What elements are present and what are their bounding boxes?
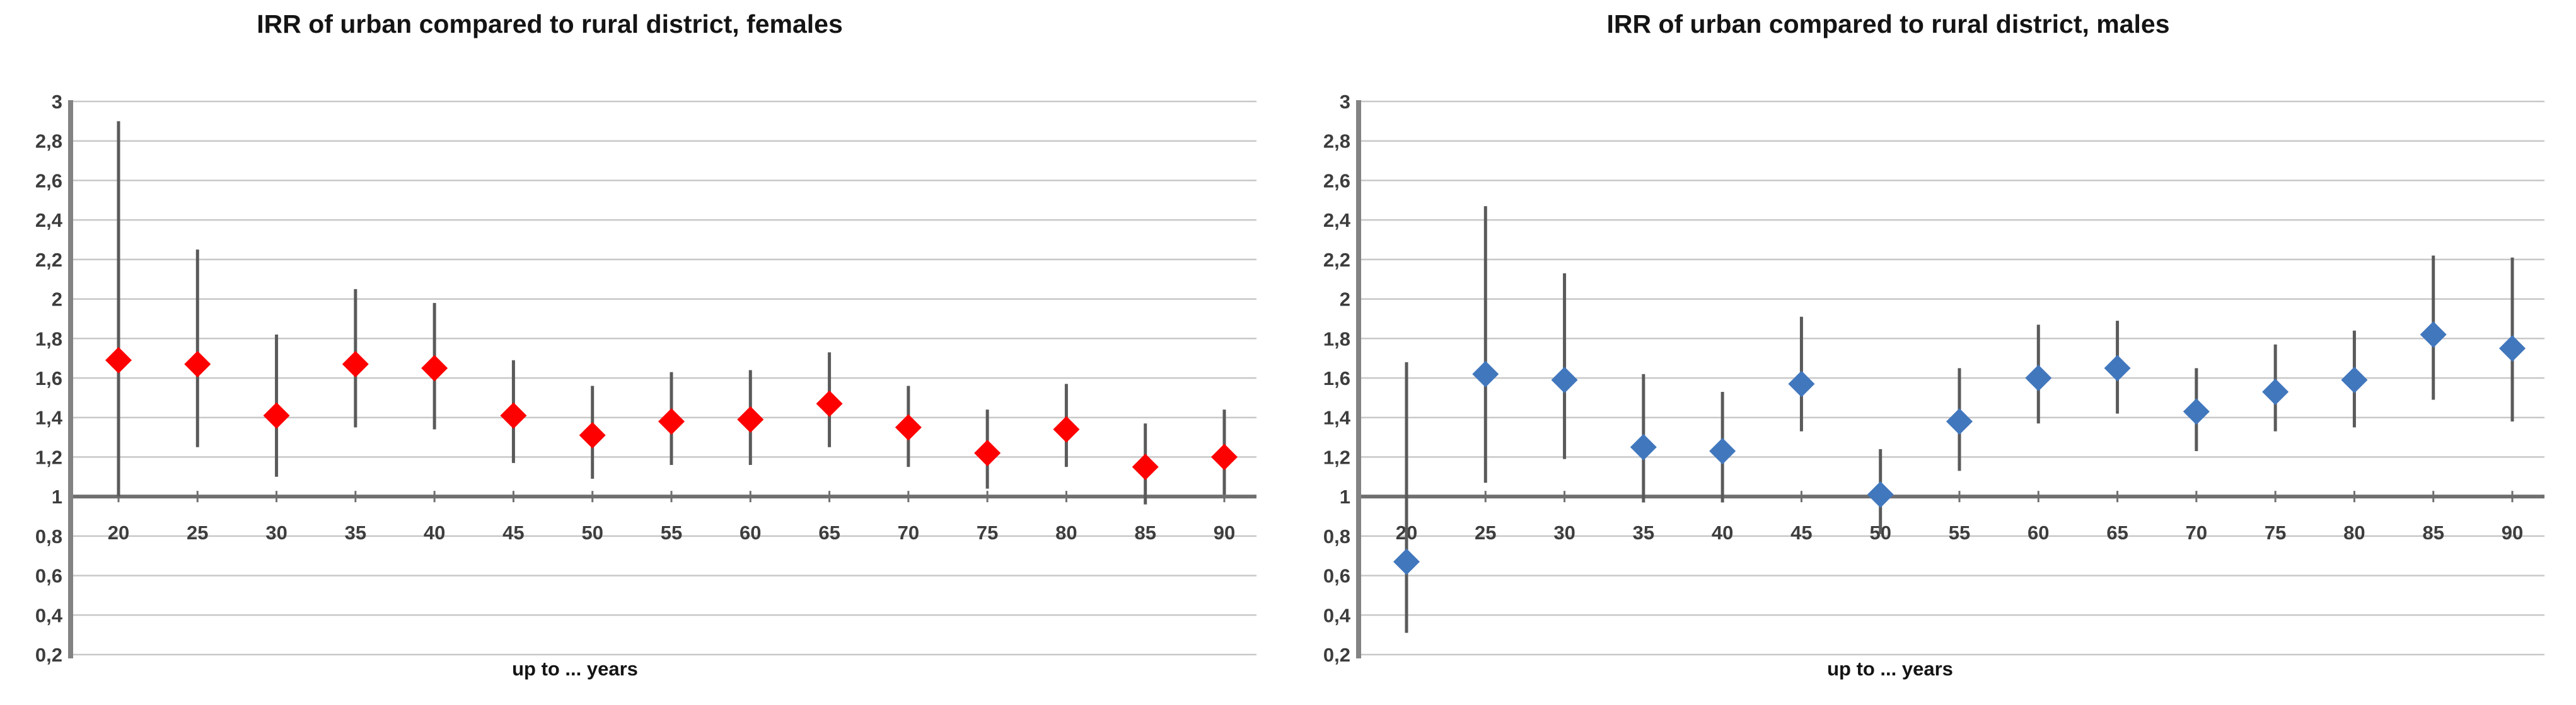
y-tick-label: 2,8 (1323, 130, 1350, 152)
data-point-diamond (500, 402, 527, 429)
y-tick-label: 2,2 (1323, 249, 1350, 271)
y-tick-label: 1,4 (1323, 407, 1351, 429)
x-tick-label: 55 (1949, 522, 1970, 544)
data-point-diamond (421, 355, 448, 382)
data-point-diamond (2183, 398, 2210, 425)
y-tick-label: 2,2 (35, 249, 62, 271)
data-point-diamond (2499, 335, 2526, 362)
x-tick-label: 70 (898, 522, 919, 544)
y-tick-label: 1 (52, 486, 62, 508)
y-tick-label: 2,4 (35, 209, 63, 231)
chart-females: 3 2,8 2,6 2,4 2,2 2 1,8 1,6 1,4 1,2 1 0,8 0,6 0,4 0,2 2… (35, 9, 1256, 680)
x-tick-label: 40 (424, 522, 445, 544)
x-tick-label: 35 (345, 522, 366, 544)
x-tick-label: 30 (265, 522, 287, 544)
data-point-diamond (1053, 416, 1080, 443)
chart-males: 3 2,8 2,6 2,4 2,2 2 1,8 1,6 1,4 1,2 1 0,8 0,6 0,4 0,2 2… (1323, 9, 2544, 680)
y-tick-label: 1,8 (1323, 328, 1350, 350)
y-tick-label: 1,6 (1323, 367, 1350, 389)
x-tick-label: 75 (977, 522, 998, 544)
data-point-diamond (1211, 444, 1238, 471)
data-point-diamond (658, 408, 685, 435)
data-point-diamond (1393, 548, 1420, 575)
data-point-diamond (184, 351, 211, 378)
x-tick-label: 80 (1055, 522, 1077, 544)
y-tick-label: 2,4 (1323, 209, 1351, 231)
x-tick-label: 85 (1134, 522, 1156, 544)
data-point-diamond (1867, 481, 1894, 508)
data-point-diamond (2420, 321, 2447, 348)
y-tick-label: 0,4 (1323, 604, 1351, 626)
data-point-diamond (1132, 454, 1159, 481)
x-tick-label: 25 (1475, 522, 1496, 544)
x-tick-label: 35 (1633, 522, 1654, 544)
x-tick-label: 45 (1790, 522, 1812, 544)
data-point-diamond (1472, 360, 1499, 387)
y-tick-label: 0,6 (35, 565, 62, 587)
y-tick-label: 2,6 (1323, 169, 1350, 192)
x-tick-label: 55 (661, 522, 682, 544)
data-point-diamond (895, 414, 922, 441)
y-tick-label: 3 (1340, 91, 1350, 113)
data-point-diamond (2262, 378, 2289, 405)
x-tick-label: 90 (2502, 522, 2523, 544)
data-point-diamond (1709, 438, 1736, 465)
y-tick-label: 0,2 (35, 644, 62, 666)
x-tick-label: 25 (187, 522, 208, 544)
data-point-diamond (816, 390, 843, 417)
y-tick-label: 0,4 (35, 604, 63, 626)
y-tick-label: 0,2 (1323, 644, 1350, 666)
chart-panel-males: 3 2,8 2,6 2,4 2,2 2 1,8 1,6 1,4 1,2 1 0,8 0,6 0,4 0,2 2… (1288, 0, 2576, 705)
x-tick-label: 65 (818, 522, 840, 544)
x-tick-label: 60 (2028, 522, 2049, 544)
data-point-diamond (974, 440, 1001, 467)
y-tick-label: 1,4 (35, 407, 63, 429)
y-tick-label: 0,8 (1323, 525, 1350, 547)
y-tick-label: 2,6 (35, 169, 62, 192)
y-tick-label: 0,8 (35, 525, 62, 547)
data-point-diamond (342, 351, 369, 378)
y-tick-label: 1,8 (35, 328, 62, 350)
y-tick-label: 1,2 (35, 446, 62, 468)
x-tick-label: 70 (2186, 522, 2207, 544)
x-tick-label: 85 (2422, 522, 2444, 544)
x-tick-label: 75 (2265, 522, 2286, 544)
y-tick-label: 1,2 (1323, 446, 1350, 468)
x-tick-label: 80 (2343, 522, 2365, 544)
data-point-diamond (1788, 370, 1815, 398)
data-point-diamond (1630, 433, 1657, 461)
chart-title: IRR of urban compared to rural district,… (257, 9, 843, 38)
data-point-diamond (1946, 408, 1973, 435)
data-point-diamond (263, 402, 290, 429)
x-tick-label: 60 (740, 522, 761, 544)
y-tick-label: 1,6 (35, 367, 62, 389)
data-point-diamond (2341, 367, 2368, 394)
data-point-diamond (1551, 367, 1578, 394)
x-tick-label: 65 (2106, 522, 2128, 544)
x-tick-label: 20 (108, 522, 129, 544)
x-tick-label: 90 (1214, 522, 1235, 544)
data-point-diamond (737, 406, 764, 433)
data-point-diamond (105, 347, 132, 374)
y-tick-label: 1 (1340, 486, 1350, 508)
x-tick-label: 30 (1553, 522, 1575, 544)
x-axis-caption: up to ... years (1827, 658, 1953, 680)
x-tick-label: 40 (1712, 522, 1733, 544)
x-axis-caption: up to ... years (512, 658, 638, 680)
x-tick-label: 45 (502, 522, 524, 544)
data-point-diamond (579, 421, 606, 449)
data-point-diamond (2104, 355, 2131, 382)
y-tick-label: 3 (52, 91, 62, 113)
y-tick-label: 2,8 (35, 130, 62, 152)
y-tick-label: 2 (52, 289, 62, 311)
chart-panel-females: 3 2,8 2,6 2,4 2,2 2 1,8 1,6 1,4 1,2 1 0,8 0,6 0,4 0,2 2… (35, 9, 1256, 680)
x-tick-label: 50 (581, 522, 603, 544)
y-tick-label: 0,6 (1323, 565, 1350, 587)
chart-title: IRR of urban compared to rural district,… (1606, 9, 2169, 38)
y-tick-label: 2 (1340, 289, 1350, 311)
data-point-diamond (2025, 365, 2052, 391)
